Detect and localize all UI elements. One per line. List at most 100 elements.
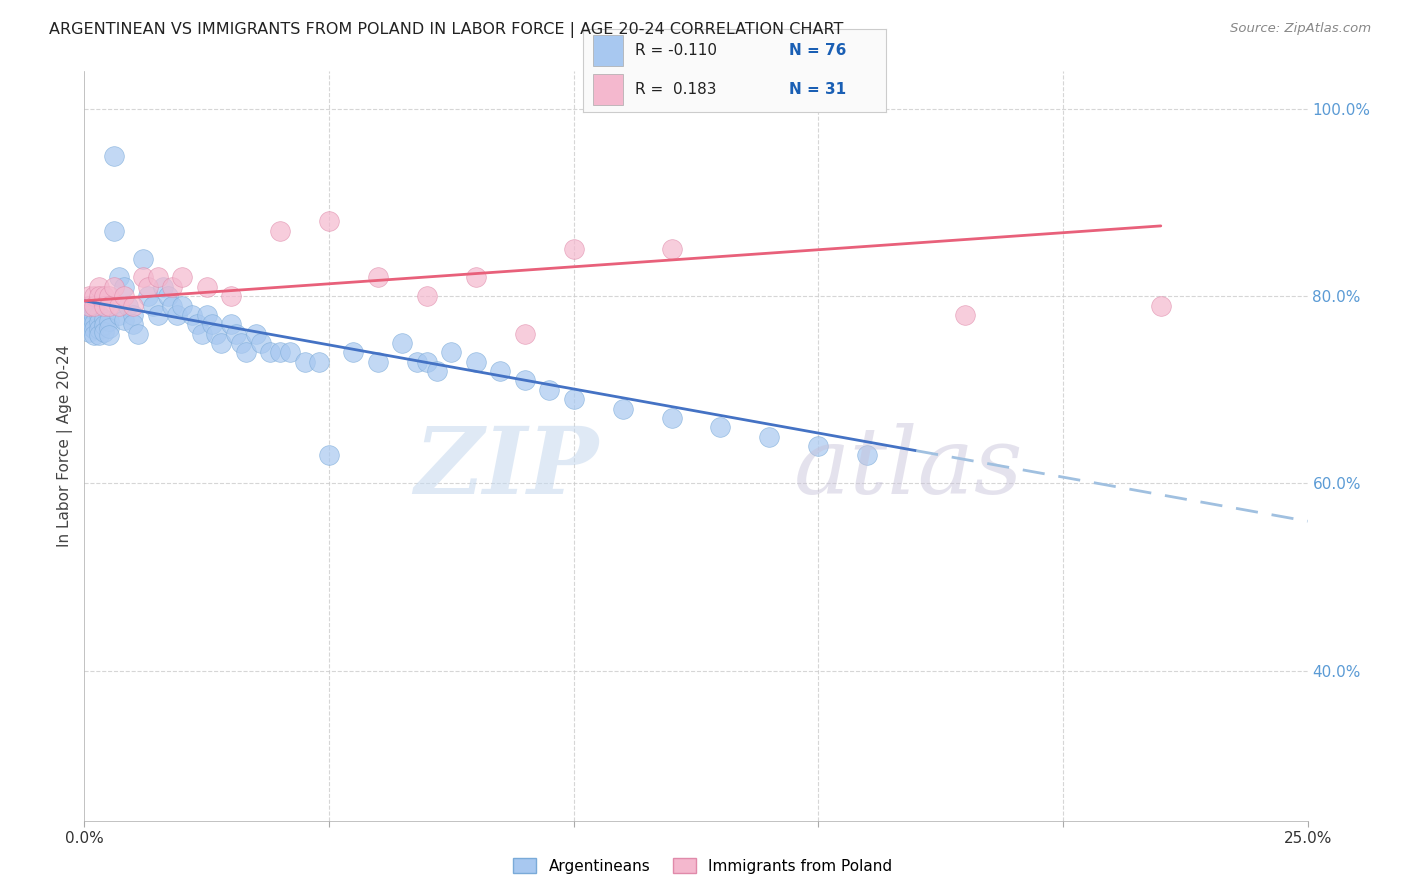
Point <box>117 298 139 313</box>
Point <box>318 449 340 463</box>
Point <box>191 326 214 341</box>
Point <box>367 270 389 285</box>
Point <box>77 325 100 339</box>
Point <box>87 308 110 322</box>
Point <box>162 298 184 313</box>
Point <box>318 214 340 228</box>
Point <box>77 298 100 313</box>
Point <box>93 289 115 303</box>
Point <box>807 439 830 453</box>
Point <box>112 280 135 294</box>
Point <box>122 318 145 332</box>
Point <box>112 289 135 303</box>
Point <box>367 355 389 369</box>
Point <box>87 322 110 336</box>
Point <box>235 345 257 359</box>
Text: N = 76: N = 76 <box>789 44 846 58</box>
Point <box>97 298 120 313</box>
Text: Source: ZipAtlas.com: Source: ZipAtlas.com <box>1230 22 1371 36</box>
Point <box>93 325 115 339</box>
Point <box>97 327 120 342</box>
Point <box>416 355 439 369</box>
Text: N = 31: N = 31 <box>789 82 846 97</box>
Point <box>269 224 291 238</box>
Text: ARGENTINEAN VS IMMIGRANTS FROM POLAND IN LABOR FORCE | AGE 20-24 CORRELATION CHA: ARGENTINEAN VS IMMIGRANTS FROM POLAND IN… <box>49 22 844 38</box>
Point <box>146 270 169 285</box>
Point <box>953 308 976 322</box>
Y-axis label: In Labor Force | Age 20-24: In Labor Force | Age 20-24 <box>58 345 73 547</box>
Point <box>661 243 683 257</box>
Point <box>856 449 879 463</box>
Point <box>87 328 110 343</box>
Point <box>225 326 247 341</box>
Point <box>294 355 316 369</box>
Point <box>87 315 110 329</box>
Point <box>136 289 159 303</box>
Point <box>162 280 184 294</box>
Point <box>440 345 463 359</box>
Point <box>83 328 105 343</box>
Point <box>77 298 100 313</box>
Point <box>219 318 242 332</box>
Point <box>107 270 129 285</box>
Point <box>172 270 194 285</box>
Point <box>181 308 204 322</box>
Point <box>661 411 683 425</box>
Point <box>122 308 145 322</box>
Point <box>77 306 100 320</box>
Point <box>562 243 585 257</box>
Point <box>87 280 110 294</box>
Point <box>156 289 179 303</box>
Point <box>562 392 585 407</box>
Point <box>709 420 731 434</box>
Point <box>172 298 194 313</box>
Point <box>93 318 115 333</box>
Point <box>269 345 291 359</box>
Point <box>83 289 105 303</box>
Point <box>612 401 634 416</box>
Point <box>249 336 271 351</box>
Point <box>103 224 125 238</box>
Point <box>406 355 429 369</box>
Point <box>200 318 222 332</box>
FancyBboxPatch shape <box>592 35 623 66</box>
Point <box>513 374 536 388</box>
Point <box>107 308 129 322</box>
Point <box>83 298 105 313</box>
Point <box>464 355 486 369</box>
Text: R = -0.110: R = -0.110 <box>636 44 717 58</box>
Point <box>87 289 110 303</box>
Point <box>142 298 165 313</box>
Point <box>259 345 281 359</box>
Point <box>166 308 188 322</box>
Point <box>107 298 129 313</box>
Point <box>195 280 218 294</box>
Point <box>93 311 115 326</box>
Point <box>122 298 145 313</box>
Point <box>489 364 512 378</box>
Point <box>278 345 301 359</box>
Point <box>112 312 135 326</box>
Point <box>205 326 228 341</box>
Text: atlas: atlas <box>794 424 1024 514</box>
Point <box>83 310 105 324</box>
Point <box>132 252 155 266</box>
Point <box>77 289 100 303</box>
Point <box>464 270 486 285</box>
Point <box>308 355 330 369</box>
Point <box>83 316 105 330</box>
Point <box>513 326 536 341</box>
Point <box>416 289 439 303</box>
Legend: Argentineans, Immigrants from Poland: Argentineans, Immigrants from Poland <box>508 852 898 880</box>
Point <box>219 289 242 303</box>
Point <box>758 430 780 444</box>
Point <box>391 336 413 351</box>
Point <box>229 336 252 351</box>
Point <box>426 364 449 378</box>
Point <box>83 303 105 318</box>
FancyBboxPatch shape <box>592 74 623 105</box>
Point <box>97 289 120 303</box>
Point <box>83 322 105 336</box>
Point <box>77 312 100 326</box>
Point <box>136 280 159 294</box>
